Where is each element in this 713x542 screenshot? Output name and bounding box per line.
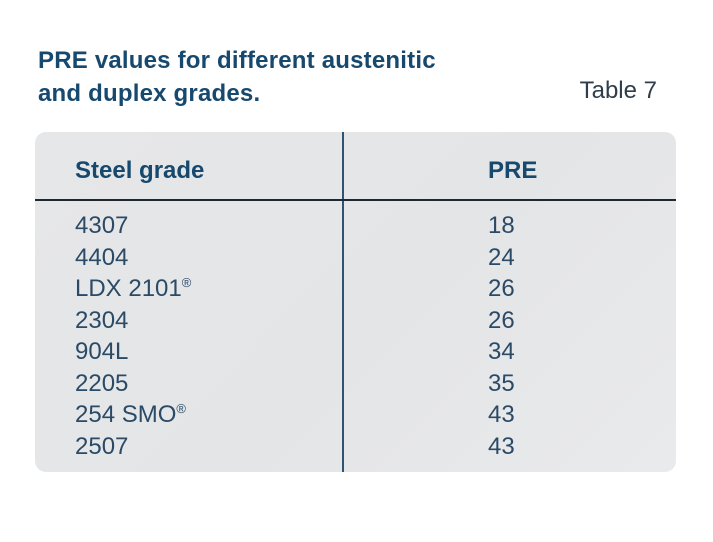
pre-value-cell: 35 — [488, 369, 515, 397]
table-row: 4307 18 — [35, 210, 676, 242]
table-body: 4307 18 4404 24 LDX 2101® 26 2304 26 904… — [35, 203, 676, 472]
pre-value-cell: 26 — [488, 306, 515, 334]
steel-grade-text: 4307 — [75, 212, 129, 239]
steel-grade-cell: 2304 — [75, 305, 128, 337]
document-header: PRE values for different austenitic and … — [38, 44, 675, 110]
registered-mark: ® — [181, 275, 192, 290]
steel-grade-text: LDX 2101 — [75, 275, 182, 302]
page-title: PRE values for different austenitic and … — [38, 44, 538, 110]
steel-grade-cell: 4404 — [75, 242, 128, 274]
steel-grade-text: 2507 — [75, 432, 129, 460]
steel-grade-text: 2205 — [75, 369, 129, 397]
table-number-label: Table 7 — [579, 77, 657, 104]
table-row: 904L 34 — [35, 336, 676, 368]
column-header-pre: PRE — [488, 157, 538, 184]
steel-grade-cell: 2205 — [75, 368, 128, 400]
table-row: 2205 35 — [35, 368, 676, 400]
pre-value-cell: 34 — [488, 338, 515, 365]
table-row: LDX 2101® 26 — [35, 273, 676, 305]
steel-grade-cell: 4307 — [75, 210, 128, 242]
steel-grade-cell: 254 SMO® — [75, 399, 186, 431]
pre-value-cell: 26 — [488, 275, 515, 302]
steel-grade-cell: 2507 — [75, 431, 128, 463]
steel-grade-cell: LDX 2101® — [75, 273, 191, 305]
pre-value-cell: 43 — [488, 401, 515, 428]
steel-grade-text: 4404 — [75, 243, 129, 271]
pre-value-cell: 24 — [488, 243, 515, 271]
table-header-row: Steel grade PRE — [35, 132, 676, 201]
table-row: 254 SMO® 43 — [35, 399, 676, 431]
column-header-steel-grade: Steel grade — [75, 157, 205, 184]
steel-grade-text: 254 SMO — [75, 401, 177, 428]
table-row: 2304 26 — [35, 305, 676, 337]
page-title-line-1: PRE values for different austenitic — [38, 47, 436, 74]
table-row: 4404 24 — [35, 242, 676, 274]
steel-grade-text: 904L — [75, 338, 129, 365]
registered-mark: ® — [176, 401, 186, 416]
pre-value-cell: 18 — [488, 212, 515, 239]
page-title-line-2: and duplex grades. — [38, 80, 261, 107]
column-divider — [342, 132, 344, 472]
steel-grade-cell: 904L — [75, 336, 128, 368]
pre-value-cell: 43 — [488, 432, 515, 460]
pre-values-table: Steel grade PRE 4307 18 4404 24 LDX 2101… — [35, 132, 676, 472]
steel-grade-text: 2304 — [75, 306, 129, 334]
table-row: 2507 43 — [35, 431, 676, 463]
